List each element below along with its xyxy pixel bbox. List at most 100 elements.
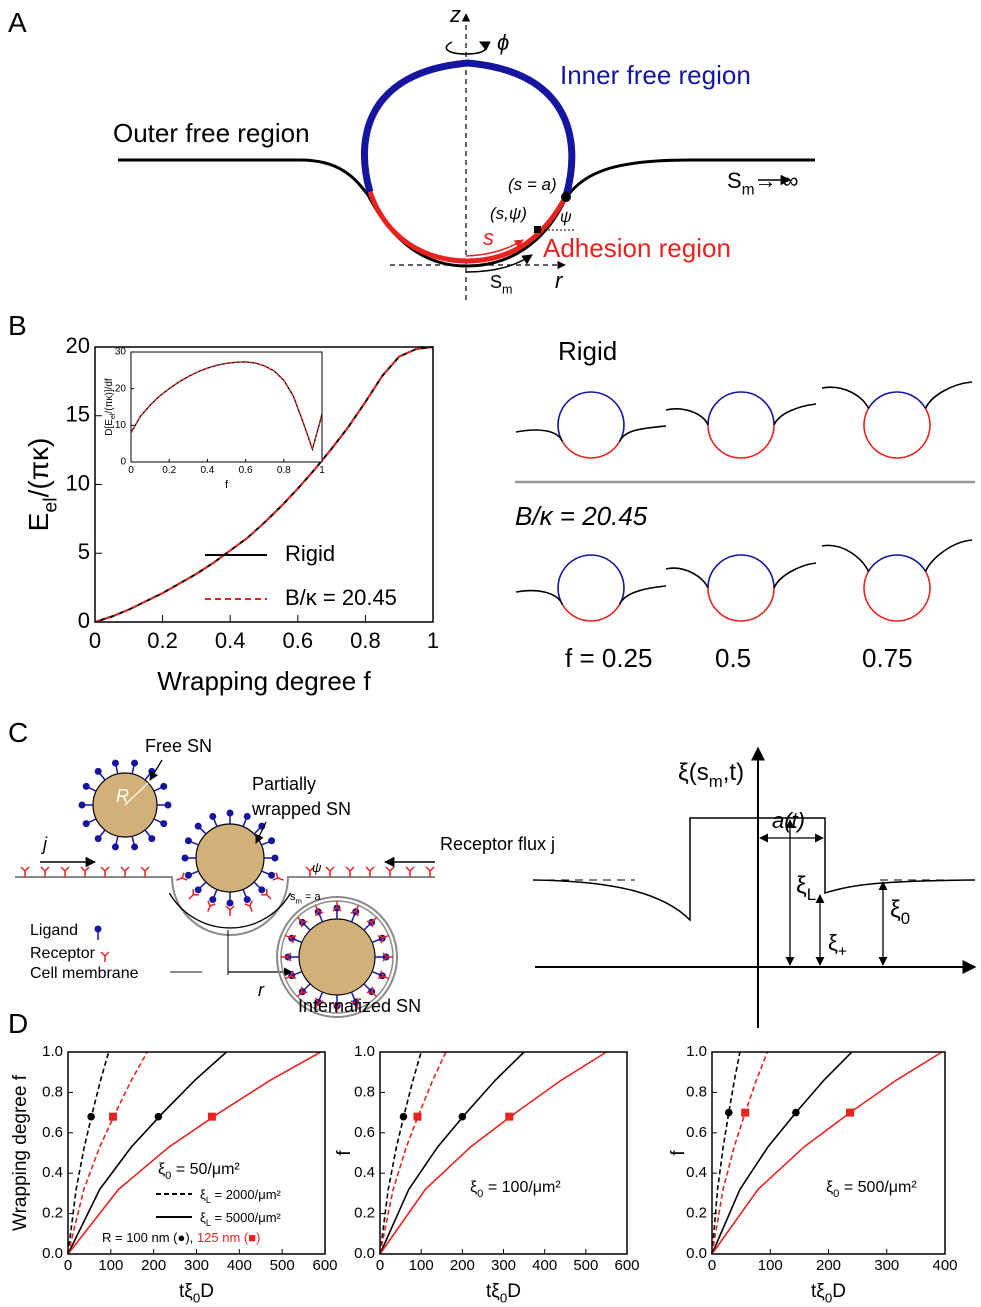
label: Internalized SN: [298, 996, 421, 1016]
label: ψ: [312, 860, 322, 875]
receptor: [225, 905, 235, 916]
plot-frame: [67, 1051, 326, 1255]
ligand: [94, 767, 102, 775]
receptor: [377, 970, 390, 980]
receptor: [244, 900, 253, 912]
axis-label: ϕ: [497, 30, 509, 55]
receptor: [80, 866, 90, 877]
text-part: L: [206, 1195, 211, 1205]
receptor: [284, 934, 297, 944]
annotation: ξ0 = 500/μm²: [826, 1179, 917, 1200]
receptor: [100, 866, 110, 877]
x-tick-label: 600: [614, 1257, 639, 1274]
annotation: ξ0 = 50/μm²: [158, 1161, 240, 1182]
membrane: [618, 425, 667, 442]
membrane: [773, 562, 817, 589]
particle-free: [867, 391, 927, 409]
ligand-stem: [253, 881, 261, 889]
ligand: [111, 843, 119, 851]
y-tick-label: 0.6: [354, 1124, 375, 1141]
marker: [741, 1108, 750, 1117]
panel-label: C: [8, 717, 28, 748]
x-tick-label: 1: [427, 628, 439, 653]
inset-background: [131, 352, 322, 462]
ligand-stem: [99, 829, 106, 837]
text-part: 0: [500, 1291, 507, 1306]
ligand: [226, 899, 234, 907]
x-tick-label: 200: [450, 1257, 475, 1274]
receptor: [332, 901, 342, 912]
marker: [154, 1112, 163, 1121]
x-tick-label: 500: [270, 1257, 295, 1274]
x-tick-label: 100: [98, 1257, 123, 1274]
ligand-stem: [371, 938, 380, 944]
ligand-stem: [213, 889, 218, 898]
arc-label: Sm: [490, 272, 513, 296]
legend-label: Cell membrane: [30, 965, 139, 982]
pointer: [255, 821, 267, 844]
series-line: [711, 1051, 769, 1255]
ligand-stem: [253, 827, 261, 835]
text-part: ξ: [200, 1210, 206, 1225]
particle: [298, 918, 376, 996]
text-part: ξ: [200, 1187, 206, 1202]
ligand-stem: [294, 938, 303, 944]
y-tick-label: 0: [78, 608, 90, 633]
membrane: [924, 539, 973, 572]
text-part: ξ: [158, 1161, 165, 1178]
ligand: [111, 759, 119, 767]
x-tick-label: 200: [816, 1257, 841, 1274]
y-tick-label: 20: [115, 383, 127, 394]
receptor: [40, 866, 50, 877]
receptor: [261, 889, 272, 900]
series-line: [379, 1051, 607, 1255]
arc-arrow: [465, 254, 533, 273]
x-tick-label: 0: [708, 1257, 716, 1274]
ligand: [184, 871, 192, 879]
text-part: D: [200, 1281, 214, 1302]
arc-arrow: [465, 239, 524, 257]
receptor: [382, 952, 393, 962]
x-tick-label: 200: [141, 1257, 166, 1274]
text-part: 0: [825, 1291, 832, 1306]
y-tick-label: 10: [66, 470, 90, 495]
ligand-stem: [88, 786, 97, 792]
ligand-stem: [363, 923, 371, 931]
particle-free: [557, 391, 625, 442]
arc-label: s: [483, 225, 494, 250]
receptor: [284, 970, 297, 980]
particle-wrapped: [561, 441, 621, 459]
inner-free-region: [361, 59, 576, 197]
series-line: [711, 1051, 943, 1255]
region-label: Outer free region: [113, 118, 310, 148]
receptor: [140, 866, 150, 877]
x-axis-label: tξ0D: [811, 1281, 846, 1306]
adhesion-region: [367, 191, 569, 264]
text-part: 0: [165, 1170, 171, 1182]
ligand-stem: [363, 983, 371, 991]
receptor: [272, 872, 284, 881]
text-part: s: [290, 891, 296, 903]
receptor: [100, 951, 110, 962]
y-tick-label: 0.0: [354, 1245, 375, 1262]
receptor: [176, 872, 188, 881]
y-tick-label: 10: [115, 420, 127, 431]
ligand-stem: [213, 818, 218, 827]
x-tick-label: 600: [312, 1257, 337, 1274]
text-part: m: [296, 896, 302, 905]
ligand-stem: [99, 773, 106, 781]
membrane: [515, 429, 564, 442]
receptor: [350, 997, 360, 1010]
ligand: [94, 835, 102, 843]
membrane: [821, 386, 870, 409]
particle-free: [867, 554, 927, 572]
shape-label: Rigid: [558, 336, 617, 366]
ligand-stem: [199, 827, 207, 835]
text-part: +: [838, 944, 847, 961]
panel-label: A: [8, 7, 27, 38]
receptor: [366, 916, 378, 928]
ligand-stem: [144, 829, 151, 837]
marker: [87, 1112, 95, 1121]
text-part: E: [23, 513, 54, 532]
f-label: f = 0.25: [565, 643, 652, 673]
